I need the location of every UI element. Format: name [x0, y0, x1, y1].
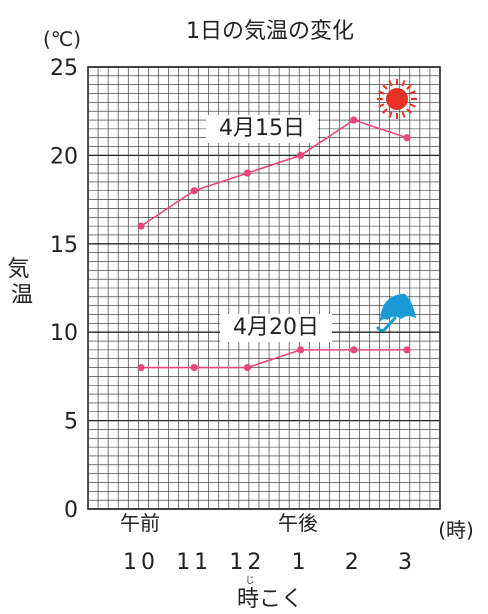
x-tick-label: 2	[345, 550, 363, 575]
data-point	[403, 346, 411, 354]
chart-title: 1日の気温の変化	[186, 19, 354, 44]
sun-disc	[386, 88, 408, 110]
sun-ray	[406, 84, 412, 90]
y-tick-label: 10	[50, 321, 78, 346]
data-point	[297, 151, 305, 159]
data-point	[297, 346, 305, 354]
sun-icon	[377, 79, 417, 119]
series-label: 4月20日	[233, 315, 319, 340]
sun-ray	[378, 90, 385, 95]
data-point	[190, 187, 198, 195]
series-1: 4月15日	[137, 115, 411, 230]
y-tick-label: 15	[50, 233, 78, 258]
sun-ray	[401, 111, 406, 118]
series-line	[141, 349, 407, 369]
data-point	[350, 116, 358, 124]
x-tick-label: 11	[176, 550, 212, 575]
sun-ray	[382, 108, 388, 114]
y-tick-label: 5	[64, 410, 78, 435]
series-label: 4月15日	[219, 116, 305, 141]
y-axis-label: 気 温	[7, 257, 36, 308]
data-point	[350, 346, 358, 354]
sun-ray	[409, 90, 416, 95]
sun-ray	[406, 108, 412, 114]
x-tick-label: 12	[229, 550, 265, 575]
y-tick-label: 20	[50, 144, 78, 169]
sun-ray	[409, 103, 416, 108]
x-axis-label: 時こく	[237, 587, 303, 612]
data-point	[190, 363, 198, 372]
data-point	[243, 363, 251, 372]
y-tick-labels: 0 5 10 15 20 25	[50, 56, 78, 523]
data-point	[137, 363, 145, 372]
series-label-bg	[206, 115, 318, 143]
sun-ray	[388, 80, 393, 87]
series-2: 4月20日	[137, 314, 411, 372]
x-tick-label: 3	[398, 550, 416, 575]
x-tick-label: 1	[292, 550, 310, 575]
pm-label: 午後	[278, 511, 318, 535]
y-unit-label: (℃)	[43, 27, 81, 51]
x-unit-label: (時)	[438, 518, 474, 542]
umbrella-handle	[376, 316, 397, 332]
y-tick-label: 25	[50, 56, 78, 81]
umbrella-canopy	[380, 293, 417, 322]
data-point	[137, 222, 145, 230]
sun-ray	[388, 111, 393, 118]
data-point	[243, 169, 251, 177]
x-axis-ruby: じ	[245, 575, 254, 586]
umbrella-icon	[376, 293, 417, 332]
y-tick-label: 0	[64, 498, 78, 523]
series-layer: 4月15日 4月20日	[137, 115, 411, 372]
sun-ray	[401, 80, 406, 87]
series-label-bg	[220, 314, 332, 342]
data-point	[403, 134, 411, 142]
plot-frame	[87, 66, 441, 510]
sun-ray	[378, 103, 385, 108]
x-tick-labels: 10 11 12 1 2 3	[123, 550, 416, 575]
x-tick-label: 10	[123, 550, 159, 575]
series-line	[140, 119, 408, 227]
am-label: 午前	[120, 511, 160, 535]
sun-ray	[382, 84, 388, 90]
